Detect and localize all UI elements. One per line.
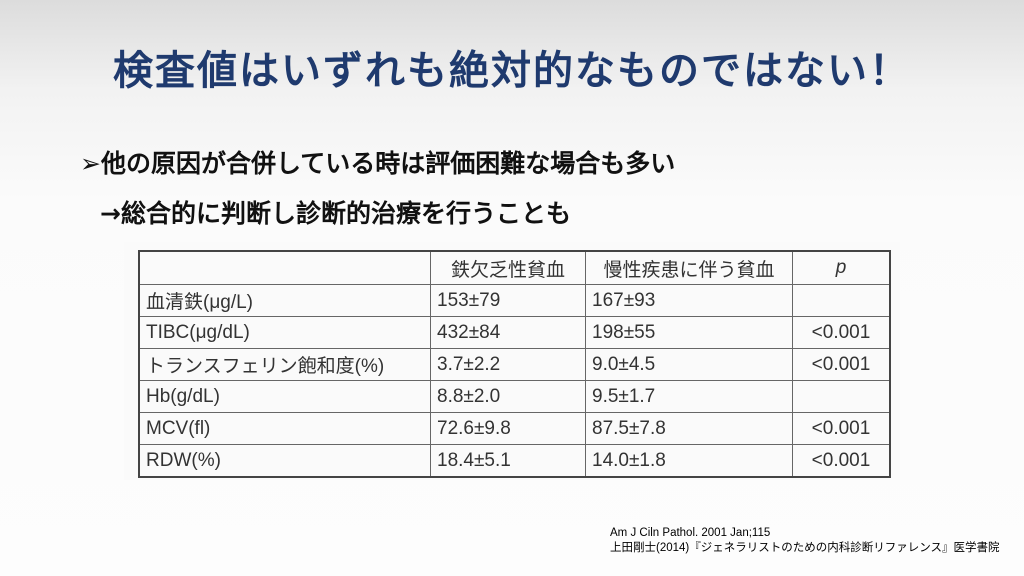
table-cell (792, 380, 891, 413)
table-cell: 87.5±7.8 (585, 412, 793, 445)
table-cell: <0.001 (792, 412, 891, 445)
header-cell: p (792, 250, 891, 285)
table-cell: 72.6±9.8 (430, 412, 586, 445)
comparison-table: 鉄欠乏性貧血 慢性疾患に伴う貧血 p 血清鉄(μg/L) 153±79 167±93… (138, 250, 891, 478)
table-cell (792, 284, 891, 317)
table-row: TIBC(μg/dL) 432±84 198±55 <0.001 (138, 316, 891, 349)
table-cell: 3.7±2.2 (430, 348, 586, 381)
table-row: トランスフェリン飽和度(%) 3.7±2.2 9.0±4.5 <0.001 (138, 348, 891, 381)
table-cell: <0.001 (792, 348, 891, 381)
table-cell: 9.5±1.7 (585, 380, 793, 413)
table-header-row: 鉄欠乏性貧血 慢性疾患に伴う貧血 p (138, 250, 891, 285)
header-cell: 鉄欠乏性貧血 (430, 250, 586, 285)
table-cell: TIBC(μg/dL) (138, 316, 431, 349)
table-cell: 432±84 (430, 316, 586, 349)
table-cell: 198±55 (585, 316, 793, 349)
table-row: MCV(fl) 72.6±9.8 87.5±7.8 <0.001 (138, 412, 891, 445)
table-row: RDW(%) 18.4±5.1 14.0±1.8 <0.001 (138, 444, 891, 478)
bullet-2: →総合的に判断し診断的治療を行うことも (100, 199, 571, 228)
references: Am J Ciln Pathol. 2001 Jan;115 上田剛士(2014… (610, 526, 1000, 556)
reference-1: Am J Ciln Pathol. 2001 Jan;115 (610, 527, 771, 539)
table-cell: 167±93 (585, 284, 793, 317)
table-cell: 8.8±2.0 (430, 380, 586, 413)
table-cell: 18.4±5.1 (430, 444, 586, 478)
reference-2: 上田剛士(2014)『ジェネラリストのための内科診断リファレンス』医学書院 (610, 542, 1000, 554)
header-cell: 慢性疾患に伴う貧血 (585, 250, 793, 285)
table-row: Hb(g/dL) 8.8±2.0 9.5±1.7 (138, 380, 891, 413)
slide-title: 検査値はいずれも絶対的なものではない！ (113, 48, 911, 94)
table-cell: MCV(fl) (138, 412, 431, 445)
table-cell: <0.001 (792, 316, 891, 349)
table-cell: 血清鉄(μg/L) (138, 284, 431, 317)
table-cell: トランスフェリン飽和度(%) (138, 348, 431, 381)
table-row: 血清鉄(μg/L) 153±79 167±93 (138, 284, 891, 317)
comparison-table-image: 鉄欠乏性貧血 慢性疾患に伴う貧血 p 血清鉄(μg/L) 153±79 167±93… (124, 242, 900, 480)
header-cell (138, 250, 431, 285)
table-cell: RDW(%) (138, 444, 431, 478)
table-cell: 153±79 (430, 284, 586, 317)
table-cell: 14.0±1.8 (585, 444, 793, 478)
table-cell: <0.001 (792, 444, 891, 478)
table-cell: 9.0±4.5 (585, 348, 793, 381)
bullet-1: ➢他の原因が合併している時は評価困難な場合も多い (80, 149, 676, 178)
table-cell: Hb(g/dL) (138, 380, 431, 413)
